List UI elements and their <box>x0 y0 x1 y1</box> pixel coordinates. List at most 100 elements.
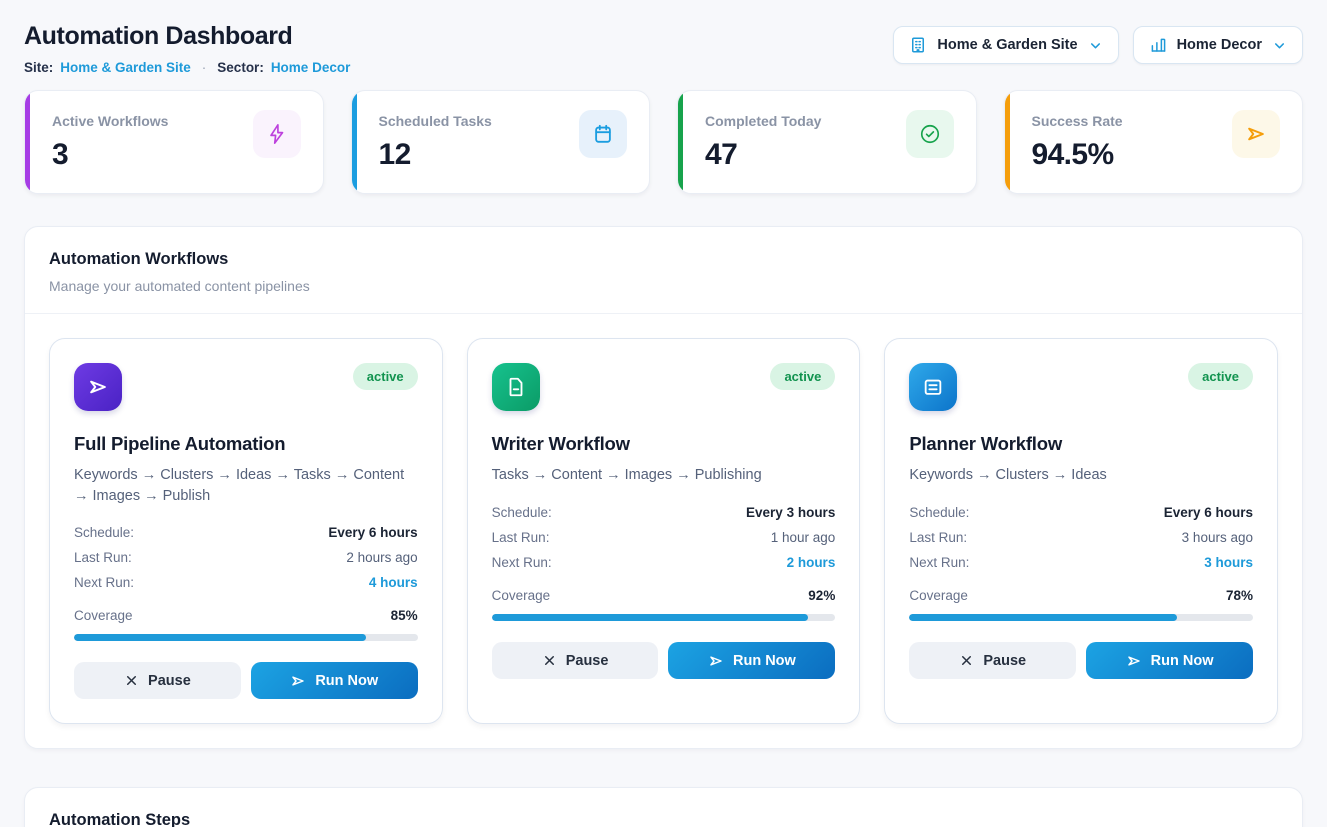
list-icon <box>909 363 958 411</box>
next-run-value: 3 hours <box>1204 555 1253 570</box>
workflows-grid: active Full Pipeline Automation Keywords… <box>25 314 1302 748</box>
send-icon <box>74 363 122 411</box>
coverage-block: Coverage 85% <box>74 608 418 642</box>
pause-button[interactable]: Pause <box>909 642 1077 679</box>
next-run-value: 2 hours <box>786 555 836 570</box>
workflow-card-planner: active Planner Workflow Keywords → Clust… <box>884 338 1278 725</box>
sector-link[interactable]: Home Decor <box>270 60 351 75</box>
section-subtitle: Manage your automated content pipelines <box>49 278 310 294</box>
accent-bar <box>351 91 357 193</box>
x-icon <box>959 653 974 668</box>
coverage-progress-bar <box>74 634 418 642</box>
schedule-value: Every 6 hours <box>328 525 418 541</box>
chevron-down-icon <box>1272 38 1287 53</box>
last-run-value: 1 hour ago <box>770 530 836 545</box>
coverage-block: Coverage 92% <box>491 588 836 621</box>
stat-card-success-rate: Success Rate 94.5% <box>1003 90 1303 194</box>
building-icon <box>909 36 927 54</box>
coverage-block: Coverage 78% <box>909 588 1253 621</box>
workflows-section-header: Automation Workflows Manage your automat… <box>25 227 1302 314</box>
sector-label: Sector: <box>217 60 264 75</box>
coverage-progress-fill <box>74 634 367 642</box>
bar-chart-icon <box>1149 36 1167 54</box>
separator: · <box>201 60 207 75</box>
coverage-value: 78% <box>1225 588 1253 603</box>
section-title: Automation Steps <box>49 811 191 827</box>
last-run-row: Last Run: 2 hours ago <box>74 550 418 566</box>
coverage-progress-fill <box>491 614 808 621</box>
header-controls: Home & Garden Site Home Decor <box>893 26 1303 64</box>
header-titles: Automation Dashboard Site: Home & Garden… <box>24 22 350 75</box>
site-dropdown[interactable]: Home & Garden Site <box>893 26 1119 64</box>
status-badge: active <box>1188 363 1253 390</box>
coverage-progress-bar <box>909 614 1253 621</box>
site-link[interactable]: Home & Garden Site <box>60 60 191 75</box>
schedule-row: Schedule: Every 6 hours <box>74 525 418 541</box>
coverage-progress-fill <box>909 614 1178 621</box>
pause-button[interactable]: Pause <box>491 642 659 679</box>
stat-value: 12 <box>378 138 412 171</box>
stats-row: Active Workflows 3 Scheduled Tasks 12 Co… <box>24 90 1303 194</box>
play-icon <box>1126 653 1142 669</box>
document-icon <box>491 363 540 411</box>
page-header: Automation Dashboard Site: Home & Garden… <box>24 22 1303 75</box>
status-badge: active <box>352 363 418 390</box>
workflow-card-writer: active Writer Workflow Tasks → Content →… <box>466 338 861 725</box>
accent-bar <box>1004 91 1010 193</box>
coverage-value: 85% <box>390 608 418 624</box>
stat-value: 94.5% <box>1031 138 1115 171</box>
play-icon <box>708 653 724 669</box>
stat-label: Success Rate <box>1031 113 1123 129</box>
schedule-row: Schedule: Every 6 hours <box>909 505 1253 520</box>
stat-value: 47 <box>705 138 738 171</box>
next-run-value: 4 hours <box>368 575 418 591</box>
next-run-row: Next Run: 2 hours <box>491 555 836 570</box>
workflow-title: Writer Workflow <box>491 433 630 454</box>
run-now-button[interactable]: Run Now <box>1086 642 1253 679</box>
sector-dropdown-label: Home Decor <box>1176 37 1262 53</box>
calendar-icon <box>579 110 627 158</box>
status-badge: active <box>770 363 836 390</box>
accent-bar <box>25 91 30 193</box>
page-title: Automation Dashboard <box>24 22 293 50</box>
last-run-value: 3 hours ago <box>1181 530 1253 545</box>
workflow-title: Full Pipeline Automation <box>74 433 286 454</box>
send-icon <box>1232 110 1280 158</box>
stat-label: Completed Today <box>705 113 822 129</box>
workflow-card-full-pipeline: active Full Pipeline Automation Keywords… <box>49 338 443 725</box>
schedule-row: Schedule: Every 3 hours <box>491 505 836 520</box>
workflows-section: Automation Workflows Manage your automat… <box>24 226 1303 750</box>
stat-value: 3 <box>52 138 69 171</box>
play-icon <box>290 673 306 689</box>
site-label: Site: <box>24 60 54 75</box>
site-dropdown-label: Home & Garden Site <box>937 37 1078 53</box>
x-icon <box>542 653 557 668</box>
chevron-down-icon <box>1088 38 1103 53</box>
schedule-value: Every 3 hours <box>746 505 836 520</box>
lightning-icon <box>252 110 301 158</box>
stat-label: Active Workflows <box>52 113 169 129</box>
last-run-row: Last Run: 1 hour ago <box>491 530 836 545</box>
section-title: Automation Workflows <box>49 250 229 268</box>
last-run-row: Last Run: 3 hours ago <box>909 530 1253 545</box>
sector-dropdown[interactable]: Home Decor <box>1132 26 1303 64</box>
steps-section-header: Automation Steps Configure which steps a… <box>25 788 1302 827</box>
next-run-row: Next Run: 3 hours <box>909 555 1253 570</box>
run-now-button[interactable]: Run Now <box>668 642 836 679</box>
next-run-row: Next Run: 4 hours <box>74 575 418 591</box>
steps-section: Automation Steps Configure which steps a… <box>24 787 1303 827</box>
stat-label: Scheduled Tasks <box>378 113 492 129</box>
stat-card-active-workflows: Active Workflows 3 <box>24 90 324 194</box>
breadcrumb: Site: Home & Garden Site · Sector: Home … <box>24 60 350 75</box>
pause-button[interactable]: Pause <box>74 662 241 700</box>
coverage-progress-bar <box>491 614 836 621</box>
last-run-value: 2 hours ago <box>346 550 418 566</box>
schedule-value: Every 6 hours <box>1163 505 1253 520</box>
accent-bar <box>678 91 683 193</box>
stat-card-scheduled-tasks: Scheduled Tasks 12 <box>350 90 650 194</box>
workflow-pipeline: Tasks → Content → Images → Publishing <box>491 467 762 483</box>
workflow-pipeline: Keywords → Clusters → Ideas <box>909 467 1107 483</box>
run-now-button[interactable]: Run Now <box>250 662 418 700</box>
check-circle-icon <box>905 110 954 158</box>
